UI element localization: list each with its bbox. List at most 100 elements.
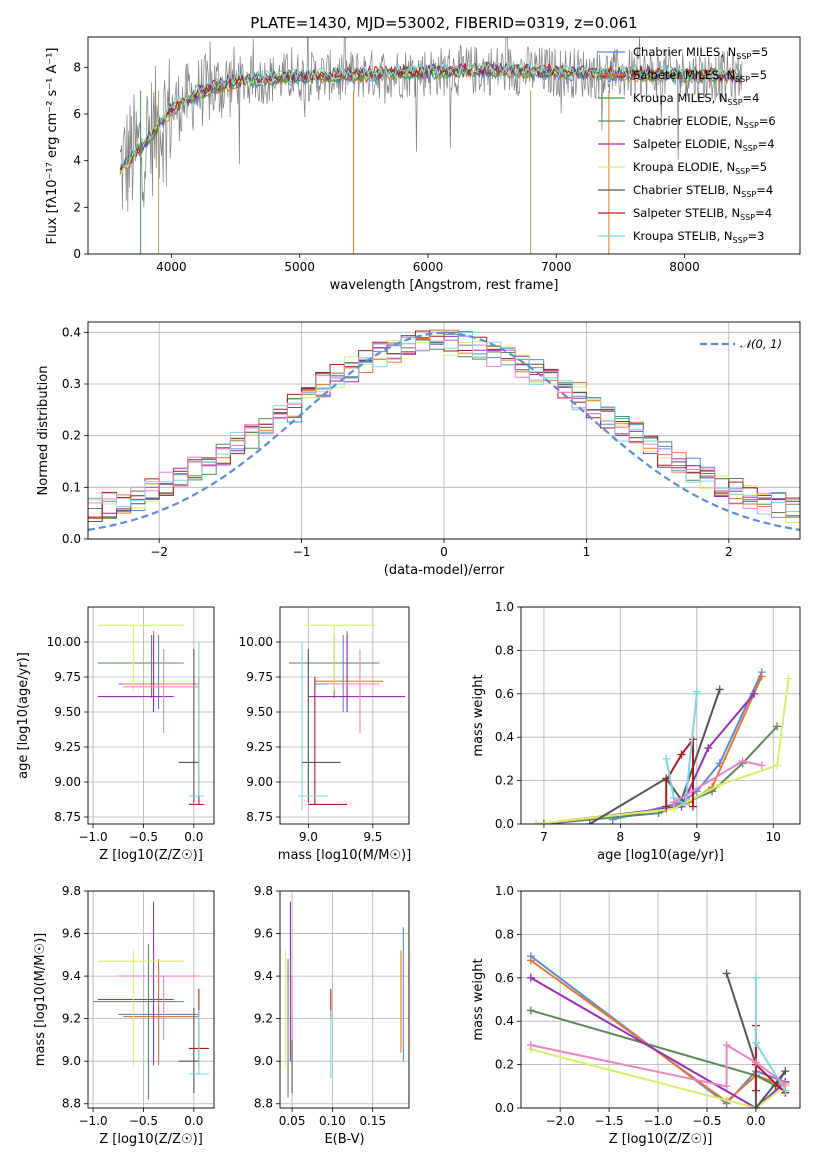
weight-point-marker [526, 973, 535, 982]
y-tick-label: 9.75 [246, 670, 273, 684]
y-axis-label: Flux [fλ10⁻¹⁷ erg cm⁻² s⁻¹ A⁻¹] [45, 48, 60, 245]
weight-point-marker [669, 798, 678, 807]
plot-frame [87, 606, 215, 825]
y-tick-label: 10.00 [239, 635, 273, 649]
x-tick-label: −1.5 [595, 1114, 624, 1128]
weight-point-marker [738, 757, 747, 766]
weight-point-marker [773, 722, 782, 731]
weight-point-marker [751, 973, 760, 982]
y-tick-label: 0.6 [495, 971, 514, 985]
mass-vs-ebv-panel: 0.05 0.10 0.15 8.8 9.0 9.2 9.4 9.6 9.8 E(B-V) [254, 884, 410, 1147]
weight-series-line [530, 976, 786, 1108]
errorbar-group [98, 624, 204, 805]
y-tick-label: 0.2 [495, 774, 514, 788]
weight-point-marker [757, 672, 766, 681]
weight-point-marker [773, 761, 782, 770]
y-tick-label: 0.6 [495, 687, 514, 701]
weight-point-marker [688, 802, 697, 811]
y-tick-label: 0.2 [495, 1058, 514, 1072]
weight-point-marker [750, 689, 759, 698]
y-tick-label: 9.0 [254, 1054, 273, 1068]
x-axis-label: Z [log10(Z/Z☉)] [99, 1132, 203, 1147]
plot-frame [87, 890, 215, 1109]
legend-entry: Salpeter STELIB, NSSP=4 [633, 206, 772, 222]
histogram-group [88, 329, 800, 531]
x-tick-label: 0.0 [184, 830, 203, 844]
histogram-step [88, 339, 800, 523]
x-tick-label: −0.5 [692, 1114, 721, 1128]
legend-entry: Kroupa STELIB, NSSP=3 [633, 229, 764, 245]
y-axis-label: age [log10(age/yr)] [16, 652, 31, 779]
y-axis-label: Normed distribution [36, 366, 51, 496]
x-tick-label: 0.10 [319, 1114, 346, 1128]
weight-point-marker [722, 969, 731, 978]
y-tick-label: 1.0 [495, 600, 514, 614]
weight-vs-age-panel: 7 8 9 10 0.0 0.2 0.4 0.6 0.8 1.0 age [log10(age/yr… [471, 600, 801, 863]
legend-entry: Chabrier ELODIE, NSSP=6 [633, 114, 776, 130]
x-tick-label: −0.5 [129, 1114, 158, 1128]
y-tick-label: 9.25 [54, 740, 81, 754]
x-axis-label: age [log10(age/yr)] [597, 848, 724, 863]
age-vs-mass-panel: 9.0 9.5 8.75 9.00 9.25 9.50 9.75 10.00 mass [log… [239, 606, 411, 863]
model-spectrum-line [119, 61, 742, 169]
x-tick-label: 2 [725, 545, 733, 559]
x-tick-label: 0.0 [746, 1114, 765, 1128]
weight-series-line [754, 1025, 786, 1094]
weight-point-marker [781, 1067, 790, 1076]
x-tick-label: 7000 [541, 260, 572, 274]
y-tick-label: 0.0 [62, 532, 81, 546]
y-tick-label: 9.8 [62, 884, 81, 898]
legend-entry: 𝒩(0, 1) [740, 337, 782, 351]
x-tick-label: 5000 [284, 260, 315, 274]
y-tick-label: 9.6 [62, 927, 81, 941]
weight-point-marker [662, 802, 671, 811]
mass-vs-metallicity-panel: −1.0 −0.5 0.0 8.8 9.0 9.2 9.4 9.6 9.8 Z [log10(Z/… [33, 884, 215, 1147]
y-tick-label: 9.8 [254, 884, 273, 898]
y-axis-label: mass weight [471, 674, 486, 756]
x-axis-label: Z [log10(Z/Z☉)] [99, 848, 203, 863]
y-tick-label: 9.25 [246, 740, 273, 754]
plot-frame [87, 36, 801, 255]
y-tick-label: 9.6 [254, 927, 273, 941]
weight-point-marker [526, 1006, 535, 1015]
weight-point-marker [757, 761, 766, 770]
plot-frame [520, 890, 801, 1109]
weight-series-line [725, 973, 787, 1108]
x-tick-label: 9.5 [363, 830, 382, 844]
weight-vs-metallicity-panel: −2.0 −1.5 −1.0 −0.5 0.0 0.0 0.2 0.4 0.6 0.8 1.0 Z [… [471, 884, 801, 1147]
y-tick-label: 9.50 [246, 705, 273, 719]
weight-point-marker [715, 685, 724, 694]
y-axis-label: mass [log10(M/M☉)] [33, 933, 48, 1066]
y-axis-label: mass weight [471, 958, 486, 1040]
age-vs-metallicity-panel: −1.0 −0.5 0.0 8.75 9.00 9.25 9.50 9.75 10.00 Z [l… [16, 606, 215, 863]
errorbar-group [93, 901, 209, 1100]
weight-series-line [589, 689, 721, 824]
y-tick-label: 6 [73, 107, 81, 121]
gaussian-curve [88, 331, 800, 531]
x-tick-label: −0.5 [129, 830, 158, 844]
weight-point-marker [539, 820, 548, 824]
y-tick-label: 9.4 [62, 969, 81, 983]
weight-point-marker [704, 744, 713, 753]
weight-point-marker [751, 1038, 760, 1047]
y-tick-label: 0.8 [495, 643, 514, 657]
x-tick-label: 9 [693, 830, 701, 844]
x-tick-label: −2 [150, 545, 168, 559]
weight-lines [526, 952, 790, 1108]
y-tick-label: 0.3 [62, 377, 81, 391]
spectrum-lines [119, 37, 743, 254]
x-tick-label: −1 [293, 545, 311, 559]
y-tick-label: 9.2 [254, 1012, 273, 1026]
errorbar-group [289, 624, 406, 810]
x-tick-label: −1.0 [643, 1114, 672, 1128]
x-tick-label: 0.0 [184, 1114, 203, 1128]
y-tick-label: 0.0 [495, 1101, 514, 1115]
weight-point-marker [715, 780, 724, 789]
weight-point-marker [526, 956, 535, 965]
y-tick-label: 9.2 [62, 1012, 81, 1026]
y-tick-label: 2 [73, 200, 81, 214]
weight-point-marker [526, 1041, 535, 1050]
weight-point-marker [781, 1080, 790, 1089]
y-tick-label: 8.75 [54, 810, 81, 824]
